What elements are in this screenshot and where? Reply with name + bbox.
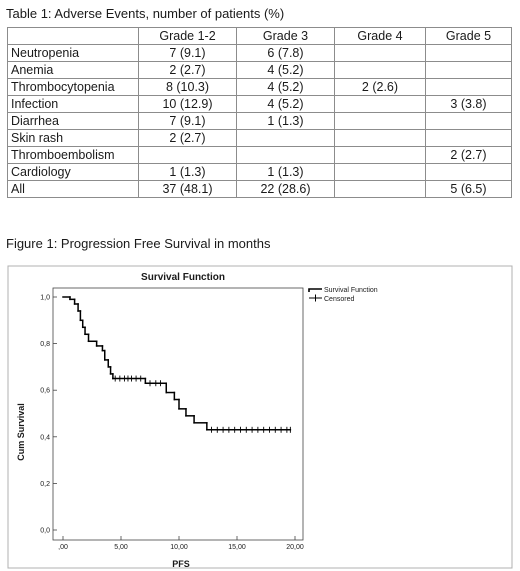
row-label: Neutropenia: [7, 44, 139, 62]
x-tick-label: 5,00: [114, 544, 128, 551]
row-label: Thromboembolism: [7, 146, 139, 164]
legend-censored-label: Censored: [324, 296, 354, 303]
header-cell: Grade 3: [236, 27, 335, 45]
y-tick-label: 0,4: [40, 434, 50, 441]
table-cell: 1 (1.3): [236, 112, 335, 130]
chart-title: Survival Function: [141, 272, 225, 283]
table-row: Diarrhea 7 (9.1) 1 (1.3): [7, 112, 512, 130]
row-label: All: [7, 180, 139, 198]
header-cell: Grade 4: [334, 27, 426, 45]
row-label: Infection: [7, 95, 139, 113]
censored-series: [114, 375, 291, 433]
y-tick-label: 0,0: [40, 528, 50, 535]
table-cell: [425, 129, 512, 147]
table-cell: 1 (1.3): [138, 163, 237, 181]
table-cell: 2 (2.7): [425, 146, 512, 164]
figure-caption: Figure 1: Progression Free Survival in m…: [6, 236, 271, 251]
table-cell: 4 (5.2): [236, 61, 335, 79]
table-header-row: Grade 1-2 Grade 3 Grade 4 Grade 5: [7, 27, 512, 45]
x-tick-label: 15,00: [228, 544, 246, 551]
table-row: All 37 (48.1) 22 (28.6) 5 (6.5): [7, 180, 512, 198]
table-row: Skin rash 2 (2.7): [7, 129, 512, 147]
x-axis-label: PFS: [172, 559, 190, 569]
row-label: Thrombocytopenia: [7, 78, 139, 96]
table-cell: 3 (3.8): [425, 95, 512, 113]
legend-survival-label: Survival Function: [324, 287, 378, 294]
table-cell: [334, 95, 426, 113]
table-caption: Table 1: Adverse Events, number of patie…: [6, 6, 285, 21]
table-row: Anemia 2 (2.7) 4 (5.2): [7, 61, 512, 79]
y-tick-label: 0,6: [40, 388, 50, 395]
table-row: Neutropenia 7 (9.1) 6 (7.8): [7, 44, 512, 62]
y-axis: 0,0 0,2 0,4 0,6 0,8 1,0: [40, 295, 57, 535]
table-cell: [334, 61, 426, 79]
table-cell: [334, 163, 426, 181]
y-axis-label: Cum Survival: [16, 403, 26, 461]
table-cell: 4 (5.2): [236, 78, 335, 96]
plot-area: [52, 287, 304, 541]
header-cell: Grade 5: [425, 27, 512, 45]
table-cell: 5 (6.5): [425, 180, 512, 198]
table-cell: [334, 180, 426, 198]
table-row: Infection 10 (12.9) 4 (5.2) 3 (3.8): [7, 95, 512, 113]
header-cell: [7, 27, 139, 45]
table-cell: 7 (9.1): [138, 112, 237, 130]
table-cell: [425, 112, 512, 130]
row-label: Skin rash: [7, 129, 139, 147]
adverse-events-table: Grade 1-2 Grade 3 Grade 4 Grade 5 Neutro…: [7, 27, 512, 198]
x-axis: ,00 5,00 10,00 15,00 20,00: [58, 536, 304, 551]
legend: Survival Function Censored: [308, 287, 378, 303]
row-label: Diarrhea: [7, 112, 139, 130]
table-cell: [334, 112, 426, 130]
table-cell: 1 (1.3): [236, 163, 335, 181]
table-cell: 10 (12.9): [138, 95, 237, 113]
survival-series: [62, 296, 292, 431]
table-cell: [425, 44, 512, 62]
survival-chart: Survival Function 0,0 0,2 0,4 0,6 0,8 1,0 ,00…: [7, 265, 513, 569]
table-cell: [334, 146, 426, 164]
y-tick-label: 0,8: [40, 341, 50, 348]
x-tick-label: ,00: [58, 544, 68, 551]
header-cell: Grade 1-2: [138, 27, 237, 45]
table-cell: [425, 78, 512, 96]
legend-survival-swatch: [308, 288, 322, 292]
row-label: Anemia: [7, 61, 139, 79]
table-cell: [138, 146, 237, 164]
table-cell: 2 (2.6): [334, 78, 426, 96]
row-label: Cardiology: [7, 163, 139, 181]
table-cell: 8 (10.3): [138, 78, 237, 96]
table-cell: 22 (28.6): [236, 180, 335, 198]
y-tick-label: 1,0: [40, 295, 50, 302]
table-cell: [425, 163, 512, 181]
table-row: Thrombocytopenia 8 (10.3) 4 (5.2) 2 (2.6…: [7, 78, 512, 96]
table-row: Thromboembolism 2 (2.7): [7, 146, 512, 164]
table-cell: 6 (7.8): [236, 44, 335, 62]
table-cell: 4 (5.2): [236, 95, 335, 113]
table-cell: [236, 129, 335, 147]
y-tick-label: 0,2: [40, 481, 50, 488]
table-cell: 37 (48.1): [138, 180, 237, 198]
table-cell: 2 (2.7): [138, 61, 237, 79]
table-cell: [334, 129, 426, 147]
x-tick-label: 10,00: [170, 544, 188, 551]
table-cell: [236, 146, 335, 164]
table-row: Cardiology 1 (1.3) 1 (1.3): [7, 163, 512, 181]
table-cell: 2 (2.7): [138, 129, 237, 147]
table-cell: 7 (9.1): [138, 44, 237, 62]
table-cell: [425, 61, 512, 79]
table-cell: [334, 44, 426, 62]
x-tick-label: 20,00: [286, 544, 304, 551]
